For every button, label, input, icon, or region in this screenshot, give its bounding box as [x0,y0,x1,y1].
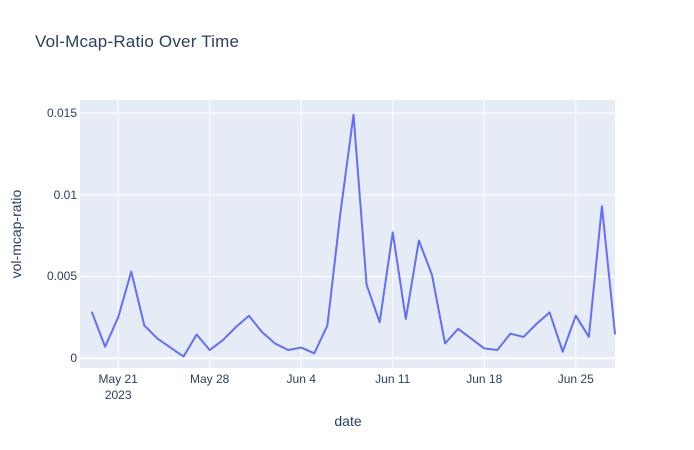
x-tick-label: May 28 [190,372,230,386]
series-line [91,113,616,358]
x-tick-label: Jun 4 [286,372,316,386]
x-tick-label: May 21 2023 [98,372,138,402]
plot-background [80,100,615,368]
x-axis-title: date [334,413,362,429]
x-tick-label: Jun 25 [557,372,594,386]
y-tick-label: 0 [70,351,77,366]
y-tick-label: 0.005 [46,269,77,284]
x-tick-label: Jun 11 [375,372,411,386]
y-tick-label: 0.015 [46,106,77,121]
y-axis-title: vol-mcap-ratio [8,189,24,279]
chart-title: Vol-Mcap-Ratio Over Time [35,32,240,51]
y-tick-label: 0.01 [53,187,77,202]
x-tick-label: Jun 18 [466,372,503,386]
